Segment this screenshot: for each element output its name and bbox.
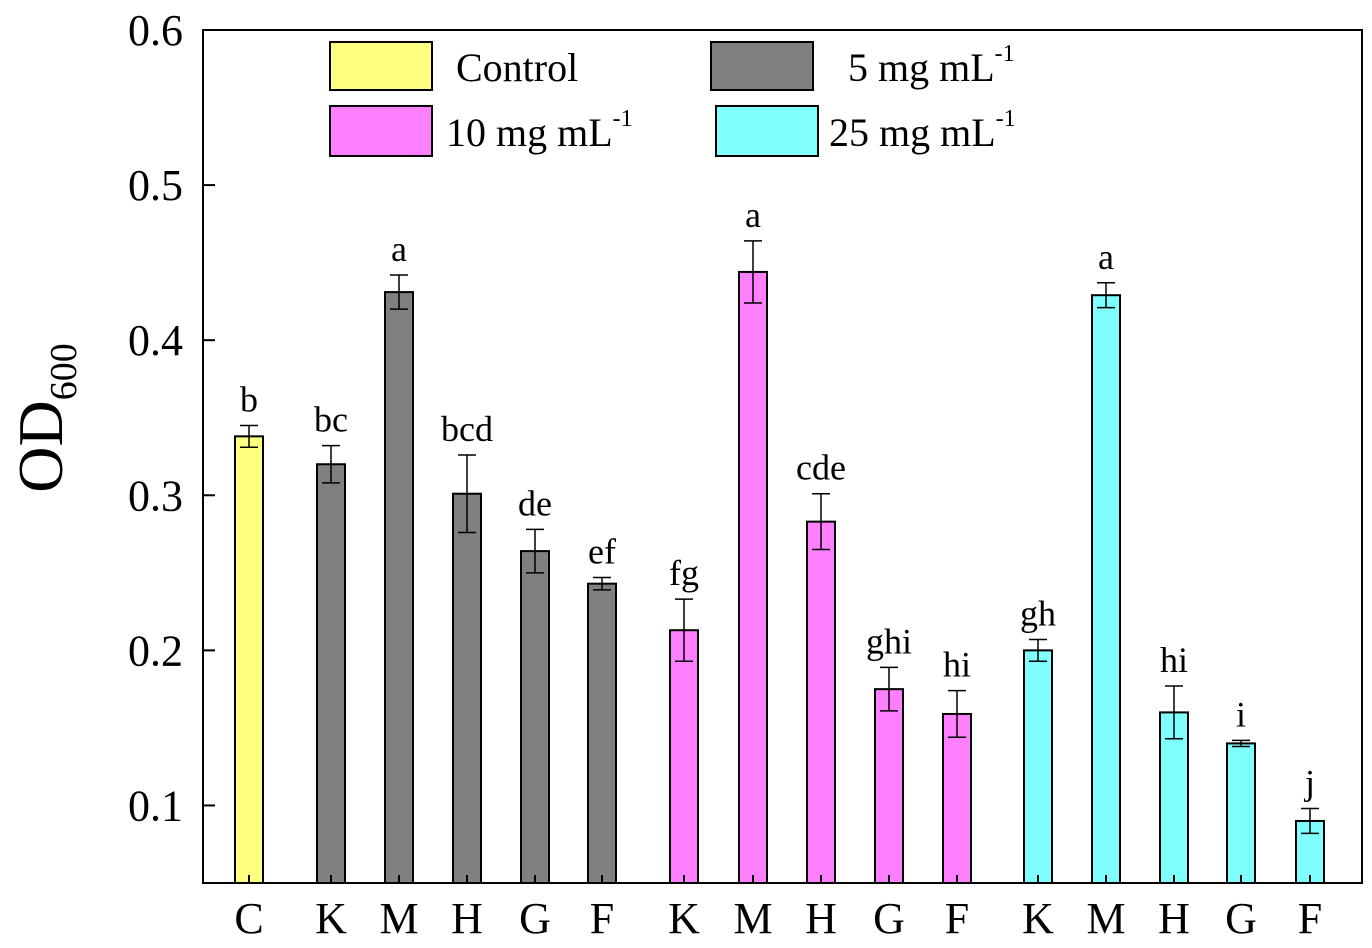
x-tick-label: K [315, 894, 347, 943]
x-tick-label: H [805, 894, 837, 943]
bar [452, 492, 482, 884]
significance-label: bcd [441, 409, 493, 449]
bar [234, 435, 264, 884]
bar [874, 688, 904, 884]
plot-frame [202, 29, 1363, 884]
significance-label: i [1236, 694, 1246, 734]
significance-label: fg [669, 553, 699, 593]
legend: Control 5 mg mL-110 mg mL-1 25 mg mL-1 [329, 41, 1016, 157]
legend-label: Control [456, 45, 578, 90]
legend-label: 5 mg mL-1 [848, 41, 1015, 90]
x-tick-label: C [234, 894, 263, 943]
legend-label-text: 10 mg mL [446, 110, 613, 155]
y-tick-label: 0.5 [128, 161, 183, 210]
significance-label: hi [943, 645, 971, 685]
legend-swatch [329, 41, 433, 91]
bar [738, 270, 768, 884]
y-axis-label: OD600 [5, 343, 85, 492]
bar [520, 550, 550, 884]
significance-label: a [745, 195, 761, 235]
significance-label: b [240, 379, 258, 419]
x-tick-label: M [379, 894, 418, 943]
bar [942, 712, 972, 885]
y-tick-label: 0.3 [128, 471, 183, 520]
legend-swatch [715, 105, 819, 157]
significance-label: j [1303, 763, 1315, 803]
y-tick-label: 0.2 [128, 626, 183, 675]
x-tick-label: G [519, 894, 551, 943]
legend-label-text: 5 mg mL [848, 45, 995, 90]
legend-label-superscript: -1 [996, 106, 1016, 132]
x-tick-label: G [1225, 894, 1257, 943]
legend-label-superscript: -1 [613, 106, 633, 132]
x-tick-label: F [590, 894, 614, 943]
x-tick-label: K [1022, 894, 1054, 943]
significance-label: ghi [866, 621, 912, 661]
x-tick-label: M [733, 894, 772, 943]
legend-label: 10 mg mL-1 [446, 106, 633, 155]
x-tick-label: H [451, 894, 483, 943]
legend-label-superscript: -1 [995, 41, 1015, 67]
x-tick-label: F [945, 894, 969, 943]
bar [587, 582, 617, 884]
x-tick-label: H [1158, 894, 1190, 943]
x-tick-label: F [1298, 894, 1322, 943]
legend-swatch [710, 41, 814, 91]
x-tick-label: G [873, 894, 905, 943]
x-tick-label: M [1086, 894, 1125, 943]
y-axis-title: OD600 [5, 343, 85, 492]
bar [316, 463, 346, 884]
significance-label: gh [1020, 594, 1056, 634]
significance-label: bc [314, 400, 348, 440]
significance-label: hi [1160, 640, 1188, 680]
y-tick-label: 0.6 [128, 6, 183, 55]
y-tick-label: 0.4 [128, 316, 183, 365]
bar [806, 520, 836, 884]
legend-label-text: Control [456, 45, 578, 90]
significance-label: ef [588, 531, 616, 571]
y-axis-title-main: OD [5, 400, 76, 492]
significance-label: a [1098, 237, 1114, 277]
legend-label: 25 mg mL-1 [829, 106, 1016, 155]
significance-label: cde [796, 448, 846, 488]
bar [1159, 711, 1189, 885]
legend-swatch [329, 105, 433, 157]
bar [669, 629, 699, 885]
x-tick-label: K [668, 894, 700, 943]
legend-label-text: 25 mg mL [829, 110, 996, 155]
y-tick-label: 0.1 [128, 781, 183, 830]
bar [1226, 742, 1256, 884]
significance-label: a [391, 229, 407, 269]
bar [384, 291, 414, 884]
significance-label: de [518, 483, 552, 523]
y-axis-title-subscript: 600 [43, 343, 85, 400]
bar [1023, 649, 1053, 885]
bar [1091, 294, 1121, 884]
